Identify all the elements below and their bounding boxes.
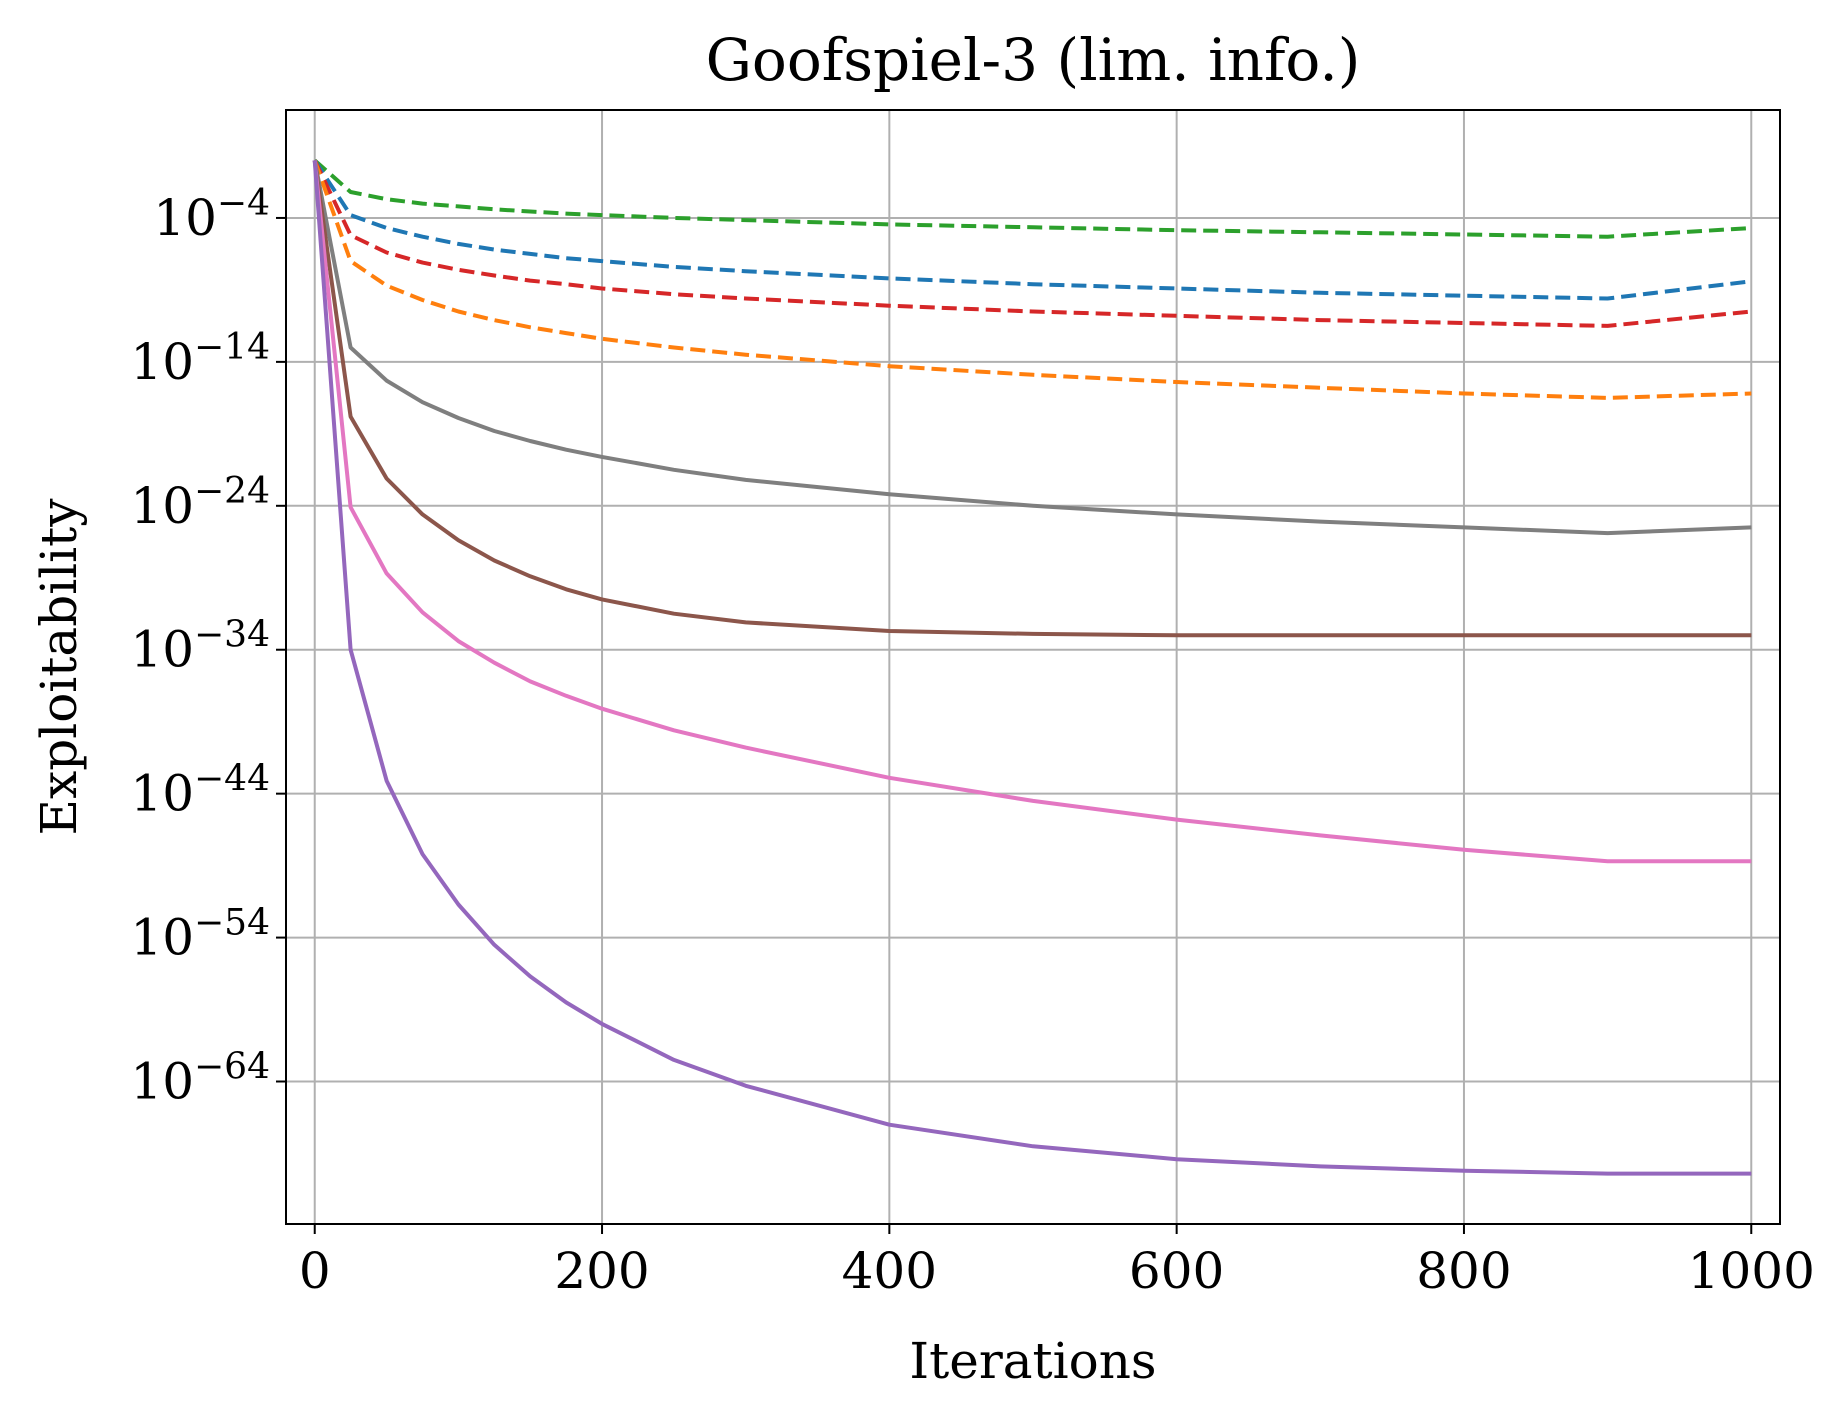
y-tick-label: 10−34 xyxy=(130,615,270,679)
x-tick-label: 0 xyxy=(299,1242,331,1300)
y-tick-label-base: 10 xyxy=(130,909,194,967)
y-tick-label-base: 10 xyxy=(130,621,194,679)
y-tick-label-base: 10 xyxy=(130,765,194,823)
series-line-red-dashed xyxy=(312,159,1752,328)
y-tick-label-exponent: −24 xyxy=(194,471,270,512)
y-tick-label: 10−24 xyxy=(130,471,270,535)
y-tick-label-exponent: −44 xyxy=(194,759,270,800)
x-tick-label: 200 xyxy=(554,1242,649,1300)
series-line-green-dashed xyxy=(313,158,1752,239)
y-tick-label: 10−64 xyxy=(130,1047,270,1111)
y-tick-label-base: 10 xyxy=(130,333,194,391)
y-tick-label-exponent: −54 xyxy=(194,903,270,944)
x-tick-label: 600 xyxy=(1129,1242,1224,1300)
y-tick-label: 10−4 xyxy=(153,183,270,247)
plot-frame xyxy=(285,109,1781,1225)
x-axis-label: Iterations xyxy=(909,1332,1156,1390)
grid xyxy=(286,110,1780,1224)
series-lines xyxy=(312,158,1752,1176)
series-line-purple xyxy=(312,160,1752,1176)
y-tick-label: 10−14 xyxy=(130,327,270,391)
y-tick-label-exponent: −34 xyxy=(194,615,270,656)
series-line-pink xyxy=(312,160,1752,864)
y-tick-label: 10−54 xyxy=(130,903,270,967)
y-axis-label: Exploitability xyxy=(30,498,88,836)
series-line-orange-dashed xyxy=(312,159,1752,400)
x-ticks: 0 200 400 600 800 1000 xyxy=(299,1224,1815,1300)
y-tick-label-exponent: −64 xyxy=(194,1047,270,1088)
y-tick-label-base: 10 xyxy=(130,477,194,535)
series-line-blue-dashed xyxy=(313,159,1752,301)
chart-title: Goofspiel-3 (lim. info.) xyxy=(706,26,1361,94)
y-tick-label-exponent: −14 xyxy=(194,327,270,368)
x-tick-label: 1000 xyxy=(1688,1242,1815,1300)
y-tick-label-exponent: −4 xyxy=(217,183,270,224)
y-tick-label-base: 10 xyxy=(130,1053,194,1111)
series-line-brown xyxy=(312,160,1752,638)
x-tick-label: 800 xyxy=(1416,1242,1511,1300)
series-line-gray xyxy=(312,160,1752,536)
x-tick-label: 400 xyxy=(842,1242,937,1300)
y-tick-label-base: 10 xyxy=(153,189,217,247)
y-tick-label: 10−44 xyxy=(130,759,270,823)
